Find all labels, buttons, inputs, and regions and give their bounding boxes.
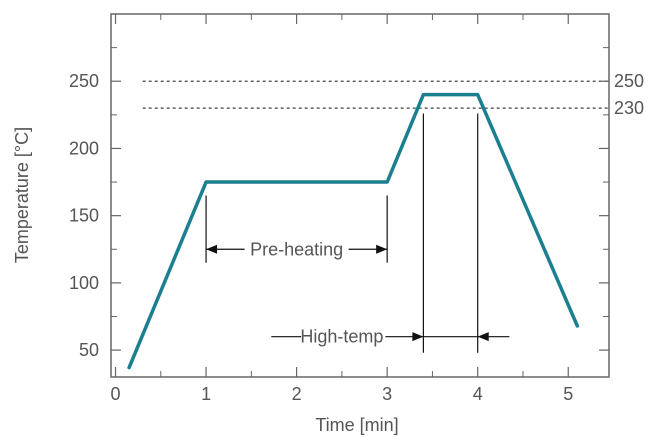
arrow-head [206,244,218,254]
plot-border [110,13,610,378]
series-line [127,92,580,370]
x-tick-label: 2 [292,384,302,404]
x-tick-label: 0 [111,384,121,404]
y-tick-label: 100 [69,273,99,293]
y-tick-label: 50 [79,340,99,360]
arrow-head [376,244,388,254]
y-tick-label: 200 [69,138,99,158]
annotation-label: High-temp [300,327,383,347]
y-axis-title: Temperature [°C] [12,127,32,263]
annotation-high-temp: High-temp [271,113,510,353]
y-tick-label: 150 [69,206,99,226]
x-tick-label: 1 [201,384,211,404]
annotations: Pre-heating High-temp [205,113,510,353]
y-tick-label: 250 [69,71,99,91]
y-axis: 50 100 150 200 250 [69,47,609,360]
x-tick-label: 5 [563,384,573,404]
arrow-head [477,332,489,342]
x-tick-label: 4 [473,384,483,404]
x-axis-title: Time [min] [315,415,398,435]
reference-line-label: 230 [614,98,644,118]
annotation-label: Pre-heating [250,239,343,259]
x-tick-label: 3 [382,384,392,404]
arrow-head [412,332,424,342]
annotation-pre-heating: Pre-heating [205,195,388,263]
x-axis: 0 1 2 3 4 5 [111,14,573,404]
series [127,92,580,370]
reference-line-label: 250 [614,71,644,91]
plot-frame [110,13,610,378]
